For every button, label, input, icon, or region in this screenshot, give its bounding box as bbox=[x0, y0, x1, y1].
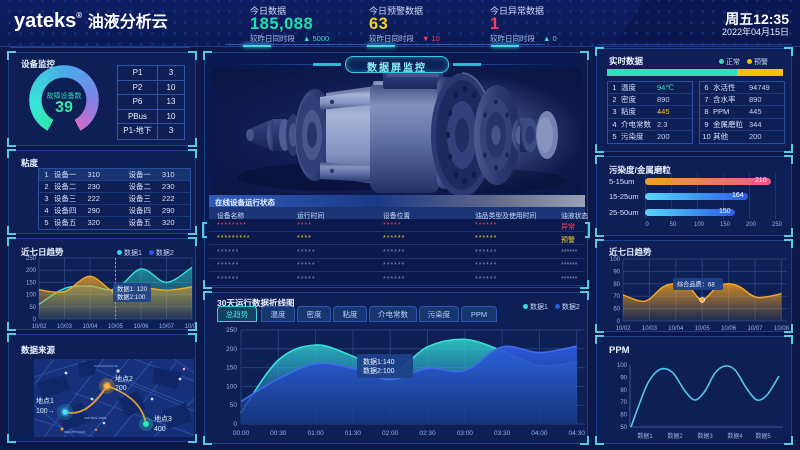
svg-text:数据3: 数据3 bbox=[697, 432, 713, 440]
svg-text:地点1: 地点1 bbox=[36, 396, 54, 405]
svg-text:02:00: 02:00 bbox=[382, 430, 399, 437]
svg-text:00:00: 00:00 bbox=[233, 430, 250, 437]
svg-text:90: 90 bbox=[620, 375, 627, 381]
svg-text:60: 60 bbox=[620, 413, 627, 419]
svg-text:数据1:140: 数据1:140 bbox=[363, 357, 395, 366]
svg-text:50: 50 bbox=[620, 425, 627, 431]
svg-text:200: 200 bbox=[115, 385, 127, 392]
svg-text:100: 100 bbox=[610, 257, 621, 263]
svg-text:50: 50 bbox=[29, 305, 36, 311]
svg-text:0: 0 bbox=[617, 319, 621, 325]
svg-text:00:30: 00:30 bbox=[270, 430, 287, 437]
svg-text:10/04: 10/04 bbox=[668, 326, 684, 332]
svg-text:50: 50 bbox=[230, 402, 238, 409]
svg-text:10/03: 10/03 bbox=[57, 324, 73, 330]
svg-text:10/07: 10/07 bbox=[747, 326, 763, 332]
svg-text:01:00: 01:00 bbox=[307, 430, 324, 437]
svg-text:10/02: 10/02 bbox=[615, 326, 631, 332]
svg-text:03:00: 03:00 bbox=[457, 430, 474, 437]
svg-text:70: 70 bbox=[620, 400, 627, 406]
svg-text:250: 250 bbox=[226, 327, 237, 334]
svg-text:200: 200 bbox=[26, 268, 37, 274]
svg-text:200: 200 bbox=[226, 346, 237, 353]
svg-text:10/02: 10/02 bbox=[31, 324, 47, 330]
svg-text:数据4: 数据4 bbox=[727, 432, 743, 440]
svg-text:数据1: 数据1 bbox=[637, 432, 653, 440]
svg-text:数据2:100: 数据2:100 bbox=[363, 366, 395, 375]
svg-text:400: 400 bbox=[154, 426, 166, 433]
svg-text:70: 70 bbox=[613, 294, 620, 300]
svg-text:0: 0 bbox=[233, 421, 237, 428]
svg-text:04:00: 04:00 bbox=[531, 430, 548, 437]
svg-text:100: 100 bbox=[617, 363, 628, 369]
svg-text:CENTRAL PARK: CENTRAL PARK bbox=[84, 416, 107, 420]
svg-text:10/06: 10/06 bbox=[721, 326, 737, 332]
svg-text:ZHONGSHAN RD: ZHONGSHAN RD bbox=[94, 364, 119, 368]
svg-text:01:30: 01:30 bbox=[345, 430, 362, 437]
svg-text:100: 100 bbox=[26, 293, 37, 299]
svg-text:03:30: 03:30 bbox=[494, 430, 511, 437]
svg-text:60: 60 bbox=[613, 307, 620, 313]
svg-text:150: 150 bbox=[26, 280, 37, 286]
svg-text:100: 100 bbox=[226, 383, 237, 390]
svg-text:地点3: 地点3 bbox=[154, 414, 172, 423]
svg-text:90: 90 bbox=[613, 269, 620, 275]
svg-text:10/04: 10/04 bbox=[82, 324, 98, 330]
svg-text:地点2: 地点2 bbox=[115, 374, 133, 383]
svg-text:80: 80 bbox=[613, 282, 620, 288]
svg-text:02:30: 02:30 bbox=[419, 430, 436, 437]
svg-text:数据5: 数据5 bbox=[755, 432, 771, 440]
svg-text:数据1: 120: 数据1: 120 bbox=[117, 284, 148, 293]
svg-text:150: 150 bbox=[226, 365, 237, 372]
svg-text:数据2:100: 数据2:100 bbox=[117, 292, 146, 301]
svg-text:10/06: 10/06 bbox=[133, 324, 149, 330]
svg-text:RENMIN ROAD: RENMIN ROAD bbox=[64, 430, 86, 434]
svg-text:0: 0 bbox=[33, 317, 37, 323]
svg-text:综合品质：68: 综合品质：68 bbox=[677, 281, 715, 289]
svg-text:10/05: 10/05 bbox=[108, 324, 124, 330]
svg-text:10/05: 10/05 bbox=[695, 326, 711, 332]
svg-text:100→: 100→ bbox=[36, 408, 55, 415]
svg-text:10/08: 10/08 bbox=[184, 324, 197, 330]
svg-text:10/07: 10/07 bbox=[159, 324, 175, 330]
svg-text:数据2: 数据2 bbox=[667, 432, 683, 440]
svg-text:250: 250 bbox=[26, 256, 37, 262]
svg-text:04:30: 04:30 bbox=[569, 430, 586, 437]
svg-text:80: 80 bbox=[620, 388, 627, 394]
svg-text:10/08: 10/08 bbox=[774, 326, 790, 332]
svg-text:10/03: 10/03 bbox=[642, 326, 658, 332]
